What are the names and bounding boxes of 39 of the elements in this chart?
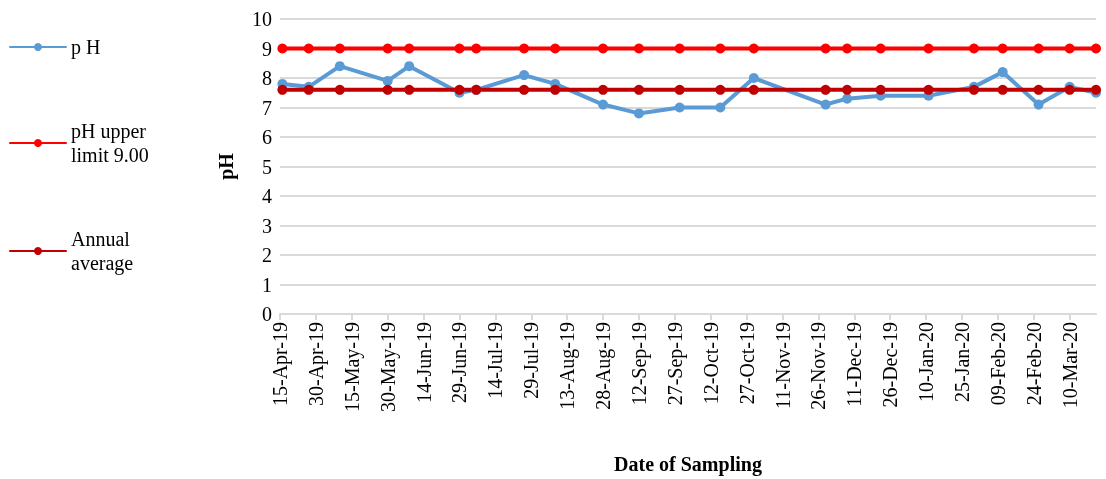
legend-label: Annual average bbox=[71, 228, 135, 275]
y-tick-label: 7 bbox=[262, 96, 272, 119]
y-tick-label: 2 bbox=[262, 244, 272, 266]
x-tick-label: 14-Jul-19 bbox=[484, 322, 507, 399]
x-tick-label: 10-Jan-20 bbox=[915, 322, 938, 402]
x-axis-title: Date of Sampling bbox=[614, 453, 762, 476]
y-axis-title: pH bbox=[215, 152, 238, 180]
y-tick-label: 6 bbox=[262, 126, 272, 148]
x-tick-label: 29-Jun-19 bbox=[448, 322, 471, 404]
y-tick-label: 4 bbox=[262, 185, 272, 207]
x-tick-label: 24-Feb-20 bbox=[1022, 322, 1045, 406]
x-tick-label: 11-Nov-19 bbox=[771, 322, 794, 410]
legend-label: p H bbox=[71, 36, 101, 59]
x-tick-label: 13-Aug-19 bbox=[556, 322, 580, 410]
x-tick-label: 11-Dec-19 bbox=[843, 322, 866, 407]
legend-label: pH upper limit 9.00 bbox=[71, 120, 151, 166]
y-tick-label: 8 bbox=[262, 67, 272, 89]
y-tick-label: 5 bbox=[262, 155, 272, 178]
x-tick-label: 27-Oct-19 bbox=[735, 322, 758, 405]
x-tick-label: 15-Apr-19 bbox=[269, 322, 292, 407]
y-tick-label: 0 bbox=[262, 303, 272, 325]
x-tick-label: 14-Jun-19 bbox=[412, 322, 435, 404]
y-tick-label: 9 bbox=[262, 37, 272, 60]
x-tick-label: 12-Oct-19 bbox=[699, 322, 722, 405]
y-tick-label: 3 bbox=[262, 214, 272, 237]
y-tick-label: 10 bbox=[252, 8, 272, 30]
x-tick-label: 26-Nov-19 bbox=[807, 322, 830, 410]
x-tick-label: 10-Mar-20 bbox=[1058, 322, 1081, 409]
x-tick-label: 30-May-19 bbox=[376, 322, 400, 412]
y-tick-label: 1 bbox=[262, 273, 272, 296]
x-tick-label: 28-Aug-19 bbox=[592, 322, 616, 410]
x-tick-label: 09-Feb-20 bbox=[986, 322, 1009, 406]
x-tick-label: 30-Apr-19 bbox=[304, 322, 328, 407]
x-tick-label: 25-Jan-20 bbox=[950, 322, 973, 402]
x-tick-label: 26-Dec-19 bbox=[879, 322, 902, 408]
x-tick-label: 12-Sep-19 bbox=[627, 322, 651, 406]
x-tick-label: 15-May-19 bbox=[340, 322, 364, 412]
x-tick-label: 29-Jul-19 bbox=[520, 322, 543, 399]
x-tick-label: 27-Sep-19 bbox=[663, 322, 687, 406]
